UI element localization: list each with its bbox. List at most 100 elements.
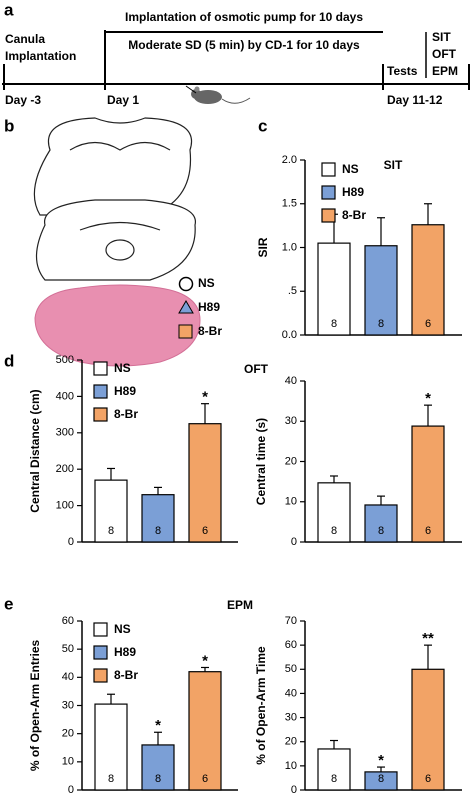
panel-letter: d [4, 351, 14, 370]
legend-swatch [321, 208, 336, 223]
y-tick-label: 30 [285, 415, 297, 427]
n-label: 8 [155, 525, 161, 537]
n-label: 8 [108, 525, 114, 537]
y-axis-label: Central time (s) [254, 418, 268, 505]
test-name: OFT [432, 47, 457, 61]
significance: * [202, 389, 208, 406]
legend-swatch [93, 645, 108, 660]
y-tick-label: 0 [68, 784, 74, 796]
y-tick-label: 10 [285, 760, 297, 772]
legend-swatch [93, 361, 108, 376]
timeline-start-label: Implantation [5, 49, 76, 63]
significance: * [155, 717, 161, 734]
y-tick-label: 200 [56, 463, 74, 475]
significance: ** [422, 630, 434, 647]
mouse-icon [185, 85, 251, 104]
legend-marker [178, 300, 194, 314]
bar [141, 744, 175, 791]
y-tick-label: 60 [285, 639, 297, 651]
day-label: Day 11-12 [387, 93, 443, 107]
bar [94, 703, 128, 791]
bar [364, 771, 398, 791]
legend-swatch [321, 185, 336, 200]
n-label: 6 [202, 525, 208, 537]
y-tick-label: 30 [62, 699, 74, 711]
legend-swatch [93, 622, 108, 637]
y-tick-label: 0 [68, 536, 74, 548]
y-tick-label: 40 [62, 671, 74, 683]
y-tick-label: 0.0 [282, 329, 297, 341]
legend-label: H89 [198, 300, 220, 314]
significance: * [425, 390, 431, 407]
legend-swatch [93, 407, 108, 422]
bar [364, 245, 398, 336]
legend-label: H89 [342, 185, 364, 199]
chart-title: EPM [227, 598, 253, 612]
n-label: 6 [425, 773, 431, 785]
n-label: 8 [378, 318, 384, 330]
legend-swatch [93, 668, 108, 683]
test-name: SIT [432, 30, 451, 44]
legend-swatch [93, 384, 108, 399]
panel-letter: e [4, 594, 13, 613]
legend-label: 8-Br [198, 324, 222, 338]
timeline-tests-label: Tests [387, 64, 418, 78]
legend-label: 8-Br [114, 407, 138, 421]
legend-marker [178, 324, 193, 339]
legend-label: NS [342, 162, 359, 176]
legend-label: 8-Br [342, 208, 366, 222]
y-tick-label: 60 [62, 615, 74, 627]
timeline-axis [2, 30, 470, 90]
y-tick-label: 300 [56, 427, 74, 439]
y-tick-label: 2.0 [282, 154, 297, 166]
n-label: 8 [108, 773, 114, 785]
timeline-start-label: Canula [5, 32, 45, 46]
n-label: 8 [378, 525, 384, 537]
significance: * [378, 752, 384, 769]
bar [411, 668, 445, 791]
y-tick-label: 400 [56, 390, 74, 402]
legend-label: NS [198, 276, 215, 290]
panel-letter: b [4, 116, 14, 135]
y-tick-label: 50 [62, 643, 74, 655]
y-tick-label: .5 [288, 285, 297, 297]
n-label: 6 [425, 525, 431, 537]
bar [188, 671, 222, 791]
bar [141, 494, 175, 543]
test-name: EPM [432, 64, 458, 78]
legend-label: NS [114, 361, 131, 375]
bar [317, 482, 351, 543]
legend-label: NS [114, 622, 131, 636]
bar [188, 423, 222, 543]
y-tick-label: 40 [285, 687, 297, 699]
y-axis-label: Central Distance (cm) [28, 389, 42, 512]
n-label: 6 [425, 318, 431, 330]
y-tick-label: 70 [285, 615, 297, 627]
significance: * [202, 652, 208, 669]
brain-atlas [33, 117, 196, 281]
y-tick-label: 500 [56, 354, 74, 366]
bar [94, 479, 128, 543]
n-label: 8 [331, 318, 337, 330]
y-tick-label: 20 [285, 736, 297, 748]
day-label: Day 1 [107, 93, 139, 107]
legend-label: 8-Br [114, 668, 138, 682]
bar [411, 425, 445, 543]
panel-letter: a [4, 0, 14, 19]
y-tick-label: 20 [62, 728, 74, 740]
y-tick-label: 10 [285, 496, 297, 508]
legend-label: H89 [114, 384, 136, 398]
legend-marker [178, 276, 194, 292]
y-tick-label: 40 [285, 375, 297, 387]
n-label: 6 [202, 773, 208, 785]
y-tick-label: 100 [56, 500, 74, 512]
y-tick-label: 30 [285, 711, 297, 723]
bar [317, 748, 351, 791]
timeline-mid-label: Moderate SD (5 min) by CD-1 for 10 days [128, 38, 360, 52]
y-axis-label: % of Open-Arm Time [254, 646, 268, 765]
legend-label: H89 [114, 645, 136, 659]
bar [317, 242, 351, 336]
chart-title: OFT [244, 362, 269, 376]
y-tick-label: 10 [62, 756, 74, 768]
